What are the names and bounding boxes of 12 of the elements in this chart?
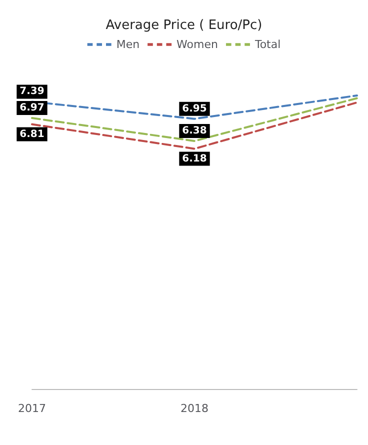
legend-label: Men <box>116 38 140 51</box>
legend-label: Women <box>176 38 218 51</box>
data-label: 6.95 <box>182 103 207 114</box>
data-label: 6.38 <box>182 125 207 136</box>
data-label: 6.18 <box>182 153 207 164</box>
legend-label: Total <box>254 38 281 51</box>
x-tick-label: 2018 <box>180 402 208 415</box>
data-label: 6.97 <box>20 102 44 114</box>
chart-title: Average Price ( Euro/Pc) <box>106 18 262 33</box>
data-label: 6.81 <box>20 128 44 140</box>
data-label: 7.39 <box>20 86 44 98</box>
x-tick-label: 2017 <box>18 402 46 415</box>
